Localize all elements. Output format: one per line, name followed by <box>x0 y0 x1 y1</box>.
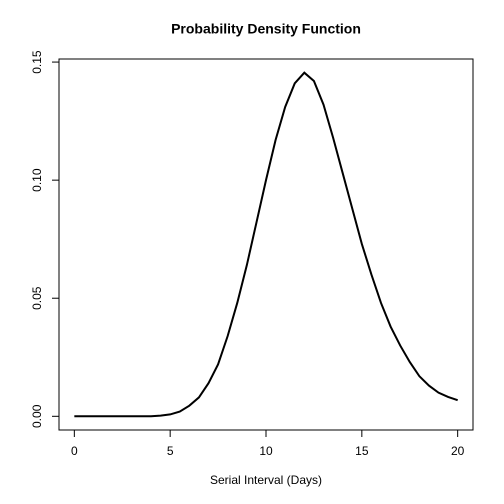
x-axis-label: Serial Interval (Days) <box>210 473 322 487</box>
y-tick-label: 0.10 <box>30 168 44 192</box>
x-tick-label: 5 <box>167 444 174 458</box>
y-tick-label: 0.15 <box>30 50 44 74</box>
chart-title: Probability Density Function <box>171 21 361 37</box>
y-tick-label: 0.00 <box>30 404 44 428</box>
x-tick-label: 0 <box>71 444 78 458</box>
x-tick-label: 20 <box>451 444 465 458</box>
x-tick-label: 10 <box>259 444 273 458</box>
y-tick-label: 0.05 <box>30 286 44 310</box>
line-series <box>74 71 458 418</box>
x-tick-label: 15 <box>355 444 369 458</box>
